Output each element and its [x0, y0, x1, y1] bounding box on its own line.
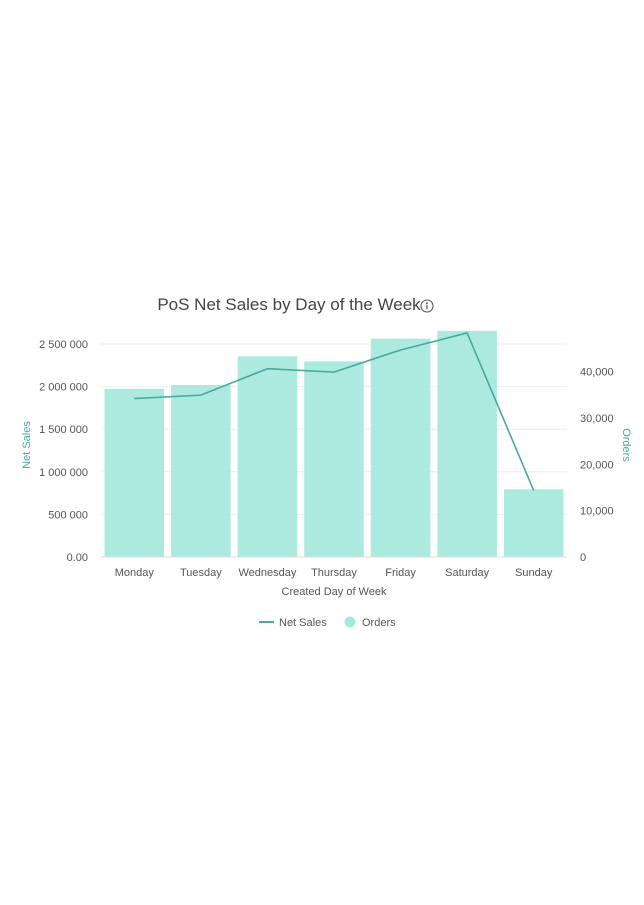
y-left-tick-label: 1 000 000	[39, 467, 88, 479]
x-axis: Monday Tuesday Wednesday Thursday Friday Satu…	[101, 556, 567, 579]
orders-bar-thursday[interactable]	[304, 361, 364, 557]
y-left-tick-label: 0.00	[67, 552, 88, 564]
orders-bar-sunday[interactable]	[503, 489, 564, 557]
x-tick-label: Tuesday	[180, 567, 222, 579]
bars	[104, 330, 564, 557]
y-right-tick-label: 10,000	[580, 506, 614, 518]
orders-bar-tuesday[interactable]	[171, 385, 231, 557]
y-right-tick-label: 0	[580, 552, 586, 564]
x-tick-label: Friday	[385, 567, 416, 579]
y-left-tick-label: 2 500 000	[39, 339, 88, 351]
y-axis-left: 0.00 500 000 1 000 000 1 500 000 2 000 000 2 …	[39, 339, 88, 564]
net-sales-line[interactable]	[134, 332, 535, 491]
y-right-tick-label: 40,000	[580, 367, 614, 379]
legend-circle-swatch	[344, 616, 356, 628]
x-tick-label: Wednesday	[238, 567, 296, 579]
legend-label-net-sales: Net Sales	[279, 617, 327, 629]
x-axis-label: Created Day of Week	[282, 586, 387, 598]
y-right-tick-label: 20,000	[580, 459, 614, 471]
y-left-tick-label: 1 500 000	[39, 424, 88, 436]
y-axis-right-label: Orders	[620, 428, 632, 462]
orders-bar-friday[interactable]	[370, 338, 431, 557]
x-tick-label: Sunday	[515, 567, 553, 579]
legend-label-orders: Orders	[362, 617, 396, 629]
legend-item-net-sales[interactable]: Net Sales	[259, 617, 327, 629]
net-sales-line-group	[134, 332, 535, 491]
y-axis-left-label: Net Sales	[21, 421, 33, 469]
y-left-tick-label: 500 000	[48, 509, 88, 521]
info-icon[interactable]	[420, 299, 434, 313]
y-right-tick-label: 30,000	[580, 413, 614, 425]
y-axis-right: 0 10,000 20,000 30,000 40,000	[580, 367, 614, 564]
chart-title: PoS Net Sales by Day of the Week	[157, 295, 421, 314]
legend: Net Sales Orders	[259, 616, 397, 630]
orders-bar-monday[interactable]	[104, 388, 165, 557]
orders-bar-saturday[interactable]	[437, 330, 497, 557]
y-left-tick-label: 2 000 000	[39, 382, 88, 394]
x-tick-label: Monday	[115, 567, 155, 579]
x-tick-label: Thursday	[311, 567, 357, 579]
orders-bar-wednesday[interactable]	[237, 356, 298, 557]
x-tick-label: Saturday	[445, 567, 490, 579]
legend-item-orders[interactable]: Orders	[344, 616, 397, 630]
